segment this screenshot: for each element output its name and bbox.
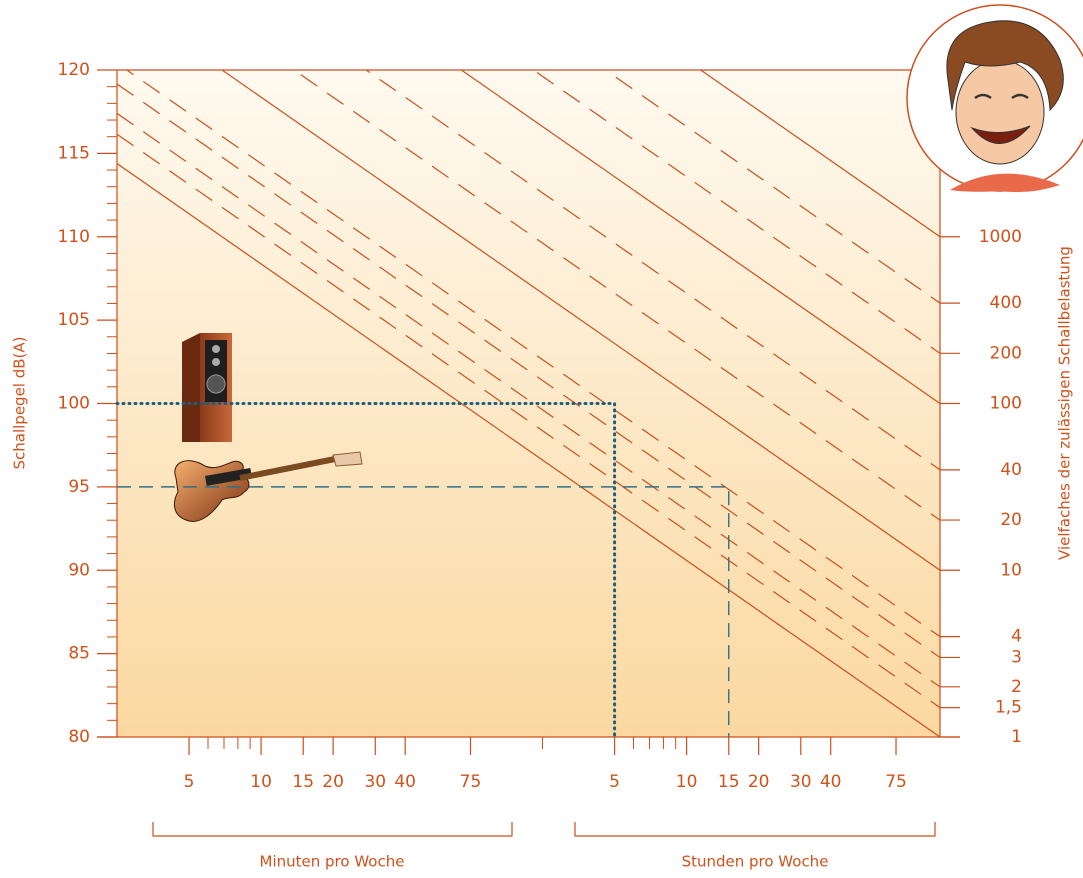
x-tick-label: 15 <box>292 772 314 792</box>
y-tick-label: 115 <box>58 143 90 163</box>
x-tick-label: 30 <box>790 772 812 792</box>
y-axis-title: Schallpegel dB(A) <box>11 336 29 469</box>
y2-axis-title: Vielfaches der zulässigen Schallbelastun… <box>1056 246 1074 560</box>
y2-tick-label: 4 <box>1011 627 1022 647</box>
x-group-label: Minuten pro Woche <box>260 853 405 871</box>
x-tick-label: 20 <box>322 772 344 792</box>
y2-tick-label: 1 <box>1011 727 1022 747</box>
y2-tick-label: 1,5 <box>995 698 1022 718</box>
y2-tick-label: 20 <box>1000 510 1022 530</box>
x-tick-label: 15 <box>718 772 740 792</box>
y-tick-label: 110 <box>58 227 90 247</box>
y2-tick-label: 100 <box>990 394 1022 414</box>
y2-tick-label: 40 <box>1000 460 1022 480</box>
y-tick-label: 80 <box>68 727 90 747</box>
y-tick-label: 105 <box>58 310 90 330</box>
x-tick-label: 40 <box>394 772 416 792</box>
y-tick-label: 120 <box>58 60 90 80</box>
y-tick-label: 85 <box>68 644 90 664</box>
x-tick-label: 75 <box>460 772 482 792</box>
x-tick-label: 10 <box>676 772 698 792</box>
speaker-icon <box>182 333 232 442</box>
x-tick-label: 5 <box>184 772 195 792</box>
y2-tick-label: 2 <box>1011 677 1022 697</box>
y-tick-label: 95 <box>68 477 90 497</box>
y2-tick-label: 200 <box>990 343 1022 363</box>
y-tick-label: 100 <box>58 394 90 414</box>
x-tick-label: 5 <box>609 772 620 792</box>
x-group-label: Stunden pro Woche <box>682 853 829 871</box>
chart: Minuten pro Woche Stunden pro Woche Scha… <box>0 0 1083 878</box>
y-tick-label: 90 <box>68 560 90 580</box>
x-tick-label: 20 <box>748 772 770 792</box>
y2-tick-label: 1000 <box>979 227 1022 247</box>
x-tick-label: 10 <box>250 772 272 792</box>
y2-tick-label: 10 <box>1000 560 1022 580</box>
x-tick-label: 75 <box>885 772 907 792</box>
minutes-bracket <box>153 822 512 836</box>
x-tick-label: 40 <box>820 772 842 792</box>
plot-area <box>117 70 940 737</box>
x-tick-label: 30 <box>364 772 386 792</box>
hours-bracket <box>575 822 935 836</box>
y2-tick-label: 3 <box>1011 647 1022 667</box>
y2-tick-label: 400 <box>990 293 1022 313</box>
